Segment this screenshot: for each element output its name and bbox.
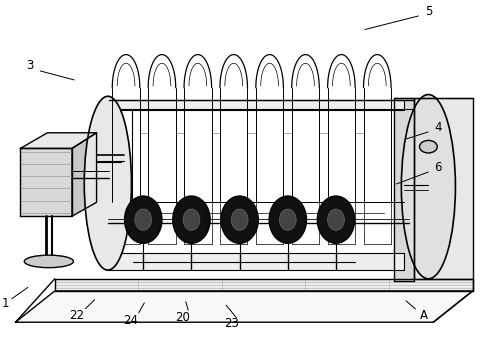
Polygon shape — [15, 291, 473, 322]
Text: 6: 6 — [434, 161, 442, 174]
Text: 22: 22 — [70, 309, 84, 322]
Text: 20: 20 — [175, 311, 190, 324]
Text: 5: 5 — [424, 5, 432, 17]
Polygon shape — [394, 98, 414, 281]
Polygon shape — [414, 98, 473, 281]
Ellipse shape — [420, 140, 437, 153]
Text: 24: 24 — [123, 314, 139, 327]
Ellipse shape — [269, 196, 307, 243]
Polygon shape — [55, 279, 473, 291]
Polygon shape — [20, 148, 72, 216]
Ellipse shape — [183, 209, 200, 230]
Text: 3: 3 — [27, 59, 34, 72]
Ellipse shape — [327, 209, 345, 230]
Ellipse shape — [24, 255, 73, 268]
Polygon shape — [106, 100, 404, 110]
Text: 23: 23 — [224, 318, 239, 331]
Ellipse shape — [221, 196, 258, 243]
Ellipse shape — [280, 209, 296, 230]
Ellipse shape — [173, 196, 210, 243]
Text: A: A — [420, 309, 427, 322]
Text: 4: 4 — [434, 121, 442, 134]
Ellipse shape — [317, 196, 354, 243]
Ellipse shape — [231, 209, 248, 230]
Ellipse shape — [125, 196, 162, 243]
Polygon shape — [106, 253, 404, 270]
Ellipse shape — [401, 95, 456, 279]
Ellipse shape — [84, 96, 132, 270]
Polygon shape — [72, 133, 97, 216]
Text: 1: 1 — [2, 297, 9, 310]
Ellipse shape — [135, 209, 152, 230]
Polygon shape — [20, 133, 97, 148]
